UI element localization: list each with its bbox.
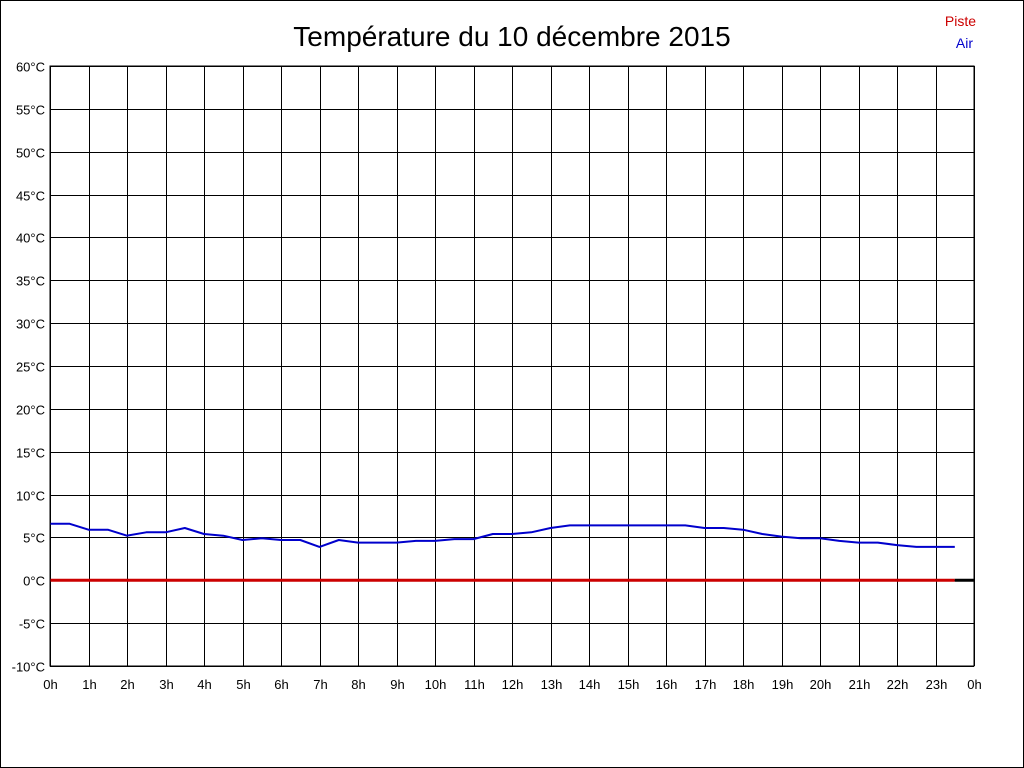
x-tick-label: 20h: [810, 677, 832, 692]
x-axis-ticks: 0h 1h 2h 3h 4h 5h 6h 7h 8h 9h 10h 11h 12h 13h 14h 15h 16…: [43, 677, 981, 692]
legend-entry-piste: Piste: [945, 13, 976, 29]
x-tick-label: 3h: [159, 677, 173, 692]
y-tick-label: 35°C: [16, 274, 45, 289]
x-tick-label: 12h: [502, 677, 524, 692]
y-tick-label: 0°C: [23, 574, 45, 589]
x-tick-label: 9h: [390, 677, 404, 692]
y-tick-label: 60°C: [16, 60, 45, 75]
x-tick-label: 14h: [579, 677, 601, 692]
y-tick-label: 50°C: [16, 146, 45, 161]
y-tick-label: 55°C: [16, 103, 45, 118]
y-tick-label: -5°C: [19, 617, 45, 632]
x-tick-label: 5h: [236, 677, 250, 692]
x-tick-label: 19h: [772, 677, 794, 692]
x-tick-label: 4h: [197, 677, 211, 692]
x-tick-label: 10h: [425, 677, 447, 692]
plot-area-border: [49, 65, 975, 667]
x-tick-label: 8h: [351, 677, 365, 692]
series-layer: [50, 522, 955, 582]
x-tick-label: 21h: [849, 677, 871, 692]
x-tick-label: 1h: [82, 677, 96, 692]
x-tick-label: 13h: [541, 677, 563, 692]
y-tick-label: 20°C: [16, 403, 45, 418]
y-axis-ticks: 60°C 55°C 50°C 45°C 40°C 35°C 30°C 25°C 20°C 15°C…: [12, 60, 45, 675]
x-tick-label: 23h: [926, 677, 948, 692]
y-tick-label: 30°C: [16, 317, 45, 332]
chart-title: Température du 10 décembre 2015: [293, 21, 730, 52]
x-tick-label: 0h: [967, 677, 981, 692]
x-tick-label: 11h: [464, 677, 485, 692]
y-tick-label: 15°C: [16, 446, 45, 461]
series-line-air: [50, 522, 955, 548]
y-tick-label: 25°C: [16, 360, 45, 375]
x-tick-label: 7h: [313, 677, 327, 692]
x-tick-label: 22h: [887, 677, 909, 692]
x-tick-label: 18h: [733, 677, 755, 692]
y-tick-label: 10°C: [16, 489, 45, 504]
y-tick-label: 45°C: [16, 189, 45, 204]
chart-grid: [50, 66, 975, 667]
y-tick-label: 5°C: [23, 531, 45, 546]
x-tick-label: 15h: [618, 677, 640, 692]
legend-entry-air: Air: [956, 35, 973, 51]
x-tick-label: 0h: [43, 677, 57, 692]
x-tick-label: 17h: [695, 677, 717, 692]
x-tick-label: 2h: [120, 677, 134, 692]
x-tick-label: 16h: [656, 677, 678, 692]
y-tick-label: 40°C: [16, 231, 45, 246]
y-tick-label: -10°C: [12, 660, 45, 675]
x-tick-label: 6h: [274, 677, 288, 692]
